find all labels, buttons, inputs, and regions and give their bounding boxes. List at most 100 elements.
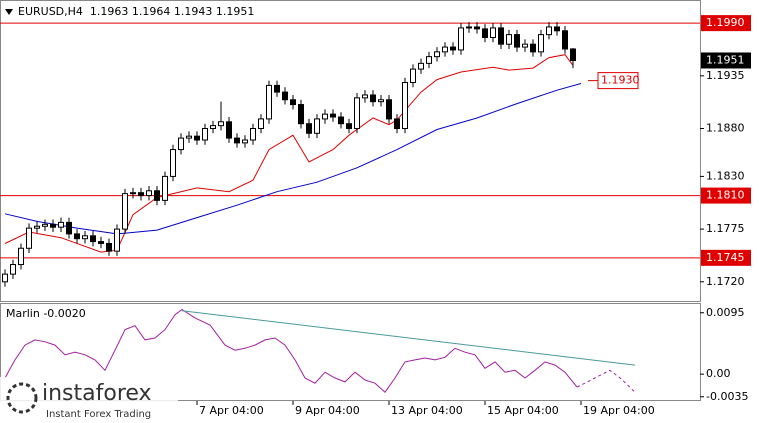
price-label: 1.1951	[706, 53, 745, 66]
y-tick-label: 1.1935	[706, 69, 745, 82]
candle-body	[58, 221, 64, 228]
candle-body	[498, 27, 504, 45]
x-tick-label: 19 Apr 04:00	[583, 404, 655, 417]
candle-body	[354, 97, 360, 130]
candle-body	[330, 113, 336, 118]
candle-body	[378, 99, 384, 103]
candle-body	[66, 221, 72, 235]
candle-body	[314, 118, 320, 134]
annotation-box	[597, 72, 639, 90]
level-label-box	[701, 15, 751, 32]
candle-body	[162, 175, 168, 201]
candle-body	[226, 121, 232, 139]
candle-body	[458, 27, 464, 51]
level-label-box	[701, 187, 751, 204]
candle-body	[90, 235, 96, 243]
menu-triangle	[5, 9, 13, 15]
candle-body	[82, 235, 88, 240]
candle-body	[562, 30, 568, 50]
candle-body	[546, 26, 552, 36]
candle-body	[402, 82, 408, 130]
candle-body	[114, 228, 120, 252]
candle-body	[554, 26, 560, 32]
candle-body	[2, 273, 8, 283]
candle-body	[362, 94, 368, 99]
candle-body	[266, 84, 272, 120]
level-label: 1.1810	[706, 189, 745, 202]
candle-body	[338, 116, 344, 125]
y-tick-label: 1.1775	[706, 222, 745, 235]
candle-body	[370, 94, 376, 103]
candle-body	[170, 149, 176, 177]
candle-body	[34, 225, 40, 229]
level-label-box	[701, 249, 751, 266]
candle-body	[122, 193, 128, 230]
watermark-tagline: Instant Forex Trading	[46, 409, 151, 420]
candle-body	[322, 113, 328, 120]
plot-layer: 1.1935 1.1880 1.1830 1.1775 1.1720 1.1990 1.18…	[0, 15, 751, 417]
candle-body	[138, 192, 144, 197]
watermark-logo	[6, 382, 38, 414]
candle-body	[466, 26, 472, 29]
candle-body	[18, 247, 24, 266]
x-tick-label: 7 Apr 04:00	[199, 404, 264, 417]
y-tick-label: 0.00	[706, 367, 731, 380]
candle-body	[242, 139, 248, 144]
candle-body	[186, 135, 192, 139]
level-label: 1.1990	[706, 16, 745, 29]
candle-body	[290, 99, 296, 106]
y-tick-label: 1.1830	[706, 169, 745, 182]
candle-body	[202, 128, 208, 141]
candle-body	[434, 51, 440, 58]
candle-body	[426, 56, 432, 64]
candle-body	[194, 135, 200, 141]
candle-body	[26, 227, 32, 249]
y-tick-label: -0.0035	[706, 390, 748, 403]
y-tick-label: 1.1880	[706, 122, 745, 135]
candle-body	[410, 68, 416, 84]
indicator-line	[181, 310, 636, 366]
indicator-line	[576, 369, 636, 393]
level-label: 1.1745	[706, 251, 745, 264]
candle-body	[50, 223, 56, 228]
candle-body	[10, 264, 16, 275]
candle-body	[530, 43, 536, 53]
candle-body	[154, 190, 160, 201]
candle-body	[514, 34, 520, 48]
candle-body	[106, 242, 112, 252]
candle-body	[570, 48, 576, 61]
moving-average	[4, 83, 582, 235]
candle-body	[282, 91, 288, 101]
price-panel	[0, 0, 701, 302]
candle-body	[42, 223, 48, 227]
candle-body	[538, 34, 544, 53]
candle-body	[482, 28, 488, 38]
candle-body	[210, 125, 216, 130]
x-tick-label: 15 Apr 04:00	[487, 404, 559, 417]
candle-body	[130, 192, 136, 195]
candle-body	[442, 46, 448, 53]
candle-body	[234, 137, 240, 144]
candle-body	[258, 118, 264, 130]
candle-body	[474, 26, 480, 30]
candle-body	[522, 43, 528, 48]
y-tick-label: 0.0095	[706, 306, 745, 319]
candle-body	[490, 27, 496, 38]
candle-body	[250, 128, 256, 141]
candle-body	[298, 104, 304, 125]
chart-title: EURUSD,H4 1.1963 1.1964 1.1943 1.1951	[18, 5, 254, 18]
candle-body	[74, 233, 80, 240]
candle-body	[98, 241, 104, 244]
annotation-label: 1.1930	[601, 74, 640, 87]
candle-body	[506, 34, 512, 45]
moving-average	[4, 54, 574, 253]
indicator-line	[4, 308, 578, 393]
candle-body	[450, 46, 456, 51]
candle-body	[418, 62, 424, 70]
indicator-title: Marlin -0.0020	[6, 307, 86, 320]
candle-body	[346, 123, 352, 130]
y-tick-label: 1.1720	[706, 275, 745, 288]
candle-body	[394, 118, 400, 130]
x-tick-label: 9 Apr 04:00	[295, 404, 360, 417]
